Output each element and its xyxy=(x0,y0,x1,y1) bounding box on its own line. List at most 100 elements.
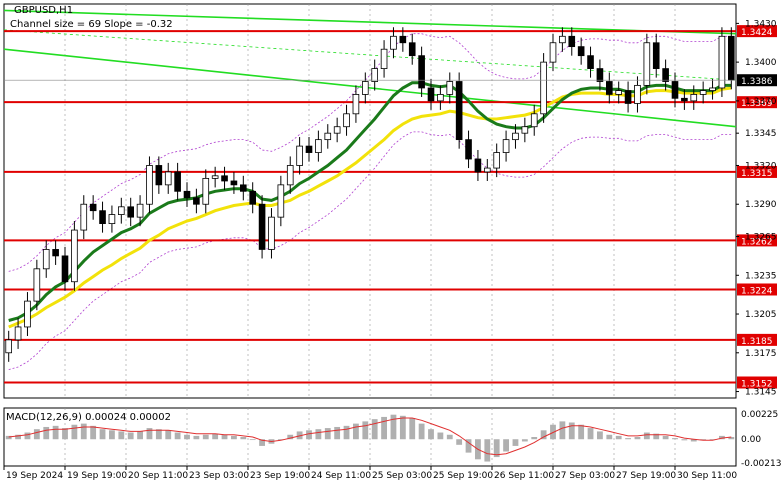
candle-body xyxy=(117,206,125,215)
candle-body xyxy=(183,190,191,199)
macd-histogram-bar xyxy=(662,435,669,440)
time-axis: 19 Sep 2024 19 Sep 19:00 20 Sep 11:00 23 Se… xyxy=(3,466,737,481)
macd-histogram-bar xyxy=(653,433,660,440)
macd-histogram-bar xyxy=(90,425,97,440)
candle-body xyxy=(361,81,369,95)
macd-histogram-bar xyxy=(493,439,500,458)
macd-histogram-bar xyxy=(681,439,688,441)
candle-body xyxy=(502,139,510,153)
macd-histogram-bar xyxy=(437,432,444,440)
macd-histogram-bar xyxy=(212,433,219,440)
macd-histogram-bar xyxy=(71,424,78,440)
candle-body xyxy=(568,35,576,48)
level-label: 1.3152 xyxy=(741,379,773,389)
candle-body xyxy=(530,113,538,128)
price-tick-label: 1.3430 xyxy=(745,19,777,29)
macd-signal-line xyxy=(8,417,732,456)
macd-histogram-bar xyxy=(465,439,472,453)
candlesticks xyxy=(5,27,735,362)
candle-body xyxy=(671,81,679,99)
candle-body xyxy=(446,81,454,95)
macd-histogram-bar xyxy=(521,439,528,442)
macd-histogram-bar xyxy=(343,425,350,440)
macd-histogram-bar xyxy=(118,431,125,440)
candle-body xyxy=(324,132,332,141)
price-tick-label: 1.3235 xyxy=(745,271,777,281)
macd-histogram-bar xyxy=(137,431,143,440)
macd-histogram-bar xyxy=(428,429,434,440)
macd-histogram-bar xyxy=(418,423,425,440)
candle-body xyxy=(14,326,22,341)
level-label-box xyxy=(737,234,777,247)
candle-body xyxy=(286,165,294,186)
candle-body xyxy=(211,175,219,179)
candle-body xyxy=(624,90,632,104)
price-axis: 1.3430 1.3400 1.3370 1.3345 1.3320 1.3290 1.32… xyxy=(4,19,777,398)
time-tick-label: 26 Sep 11:00 xyxy=(494,471,554,481)
support-resistance-levels: 1.3424 1.3369 1.3315 1.3262 1.3224 1.3185 1.31… xyxy=(4,25,777,389)
level-label-box xyxy=(737,333,777,346)
macd-axis-label: 0.00225 xyxy=(741,410,778,420)
macd-histogram-bar xyxy=(381,416,387,440)
macd-histogram-bar xyxy=(277,439,284,441)
candle-body xyxy=(352,94,360,115)
time-tick-label: 20 Sep 11:00 xyxy=(128,471,188,481)
macd-histogram-bar xyxy=(606,434,613,440)
channel-middle-line xyxy=(3,29,737,81)
candle-body xyxy=(718,35,726,89)
candle-body xyxy=(343,113,350,128)
macd-axis-label: -0.00213 xyxy=(741,459,781,469)
candle-body xyxy=(662,68,669,82)
macd-histogram-bar xyxy=(165,430,172,440)
macd-histogram-bar xyxy=(155,429,162,440)
candle-body xyxy=(605,81,613,95)
time-tick-label: 30 Sep 11:00 xyxy=(677,471,737,481)
price-tick-label: 1.3290 xyxy=(745,200,777,210)
time-tick-label: 23 Sep 03:00 xyxy=(189,471,249,481)
level-label: 1.3424 xyxy=(741,28,773,38)
macd-histogram-bar xyxy=(409,418,416,440)
symbol-label: GBPUSD,H1 xyxy=(14,5,73,16)
macd-histogram-bar xyxy=(109,430,115,440)
candle-body xyxy=(408,42,416,57)
candle-body xyxy=(155,165,163,186)
candle-body xyxy=(202,177,210,205)
candle-body xyxy=(71,229,78,283)
macd-histogram-bar xyxy=(193,435,200,440)
macd-histogram-bar xyxy=(540,430,547,440)
macd-histogram-bar xyxy=(709,439,716,441)
candle-body xyxy=(61,255,69,283)
candle-body xyxy=(540,61,547,115)
candle-body xyxy=(634,84,641,104)
macd-histogram-bar xyxy=(33,429,40,440)
current-price-box xyxy=(737,74,777,87)
macd-histogram-bar xyxy=(700,439,707,441)
envelope-bands xyxy=(8,33,732,370)
macd-histogram-bar xyxy=(690,439,697,442)
candle-body xyxy=(127,206,135,218)
time-tick-label: 24 Sep 11:00 xyxy=(311,471,371,481)
macd-histogram-bar xyxy=(249,439,256,441)
macd-histogram-bar xyxy=(80,423,87,440)
candle-body xyxy=(230,180,238,186)
macd-histogram-bar xyxy=(634,437,641,440)
macd-histogram-bar xyxy=(306,430,312,440)
macd-histogram-bar xyxy=(127,432,134,440)
candle-body xyxy=(418,55,425,89)
macd-histogram-bar xyxy=(296,431,303,440)
macd-label: MACD(12,26,9) 0.00024 0.00002 xyxy=(6,412,171,423)
level-label: 1.3315 xyxy=(741,169,773,179)
level-label: 1.3369 xyxy=(741,99,773,109)
candle-body xyxy=(42,249,50,270)
current-price-label: 1.3386 xyxy=(741,77,773,87)
macd-histogram-bar xyxy=(334,426,341,440)
candle-body xyxy=(727,35,735,81)
macd-histogram-bar xyxy=(719,435,725,440)
candle-body xyxy=(333,126,341,134)
macd-histogram-bar xyxy=(324,428,331,440)
candle-body xyxy=(24,300,31,328)
candle-body xyxy=(315,139,322,153)
candle-body xyxy=(521,126,529,134)
macd-histogram-bar xyxy=(559,421,566,440)
channel-info-label: Channel size = 69 Slope = -0.32 xyxy=(10,19,173,30)
